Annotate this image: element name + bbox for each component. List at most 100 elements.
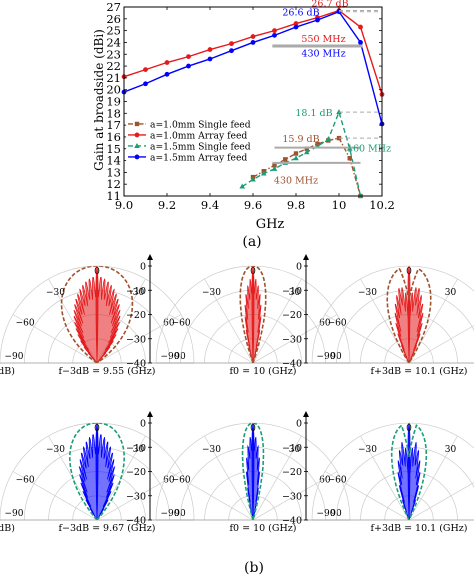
angle-tick-label: 30 bbox=[133, 288, 145, 298]
y-tick-label: 21 bbox=[106, 71, 121, 85]
angle-tick-label: −30 bbox=[202, 288, 221, 298]
data-point bbox=[260, 170, 267, 176]
x-tick-label: 10 bbox=[332, 198, 347, 212]
angle-tick-label: 60 bbox=[163, 319, 175, 329]
polar-spoke bbox=[96, 314, 182, 364]
main-beam bbox=[407, 423, 411, 520]
x-axis-label: GHz bbox=[256, 217, 285, 232]
pattern-envelope bbox=[239, 266, 267, 363]
data-point bbox=[250, 34, 256, 39]
radial-tick-label: −20 bbox=[282, 310, 302, 321]
annotation-label: 26.7 dB bbox=[311, 0, 348, 10]
angle-tick-label: −30 bbox=[358, 445, 377, 455]
angle-tick-label: −60 bbox=[172, 319, 191, 329]
x-tick-label: 10.2 bbox=[369, 198, 395, 212]
angle-tick-label: −30 bbox=[202, 445, 221, 455]
angle-tick-label: −90 bbox=[161, 352, 180, 362]
data-point bbox=[271, 165, 278, 171]
data-point bbox=[134, 142, 140, 148]
angle-tick-label: −30 bbox=[46, 288, 65, 298]
data-point bbox=[358, 24, 363, 30]
radial-tick-label: −40 bbox=[126, 359, 146, 370]
series-a-1-0mm-single-feed bbox=[250, 135, 363, 199]
data-point bbox=[272, 32, 277, 38]
data-point bbox=[303, 149, 310, 155]
polar-spoke bbox=[360, 278, 410, 364]
legend-label: a=1.5mm Single feed bbox=[150, 141, 251, 152]
polar-spoke bbox=[168, 314, 254, 364]
y-tick-label: 27 bbox=[106, 0, 121, 14]
pattern-envelope bbox=[386, 267, 432, 363]
main-beam bbox=[251, 423, 255, 520]
y-tick-label: 23 bbox=[106, 47, 121, 61]
y-tick-label: 18 bbox=[106, 106, 121, 120]
annotation-label: 15.9 dB bbox=[282, 134, 319, 145]
series-a-1-5mm-array-feed bbox=[121, 9, 385, 127]
data-point bbox=[293, 21, 299, 26]
radial-tick-label: −30 bbox=[126, 334, 146, 345]
legend-label: a=1.0mm Single feed bbox=[150, 119, 251, 130]
polar-caption: f−3dB = 9.67 (GHz) bbox=[58, 523, 155, 534]
polar-spoke bbox=[168, 471, 254, 521]
y-tick-label: 25 bbox=[106, 24, 121, 38]
radial-tick-label: −30 bbox=[282, 334, 302, 345]
polar-spoke bbox=[252, 314, 338, 364]
radial-tick-label: −40 bbox=[282, 516, 302, 527]
series-line bbox=[123, 10, 383, 125]
data-point bbox=[143, 81, 148, 87]
pattern-group bbox=[241, 423, 265, 520]
radial-tick-label: −20 bbox=[282, 467, 302, 478]
radial-axis-arrow bbox=[147, 411, 153, 417]
polar-spoke bbox=[408, 325, 474, 364]
pattern-envelope bbox=[241, 423, 265, 520]
angle-tick-label: 60 bbox=[163, 476, 175, 486]
y-tick-label: 11 bbox=[106, 189, 121, 203]
data-point bbox=[186, 63, 191, 69]
pattern-envelope bbox=[69, 423, 125, 520]
data-point bbox=[272, 28, 277, 34]
polar-spoke bbox=[324, 471, 410, 521]
y-tick-label: 24 bbox=[106, 35, 121, 49]
data-point bbox=[207, 47, 213, 52]
data-point bbox=[134, 154, 140, 160]
polar-caption: f0 = 10 (GHz) bbox=[230, 366, 297, 377]
angle-tick-label: 30 bbox=[133, 445, 145, 455]
legend-label: a=1.0mm Array feed bbox=[150, 130, 247, 141]
series-line bbox=[241, 109, 362, 197]
polar-spoke bbox=[12, 471, 98, 521]
pattern-group bbox=[60, 266, 134, 363]
polar-spoke bbox=[252, 278, 302, 364]
chart-axes bbox=[123, 6, 383, 197]
panel-a-label: (a) bbox=[242, 234, 261, 250]
angle-tick-label: 0 bbox=[250, 424, 256, 434]
data-point bbox=[250, 176, 256, 182]
angle-tick-label: 30 bbox=[289, 445, 301, 455]
data-point bbox=[164, 60, 170, 65]
y-tick-label: 14 bbox=[106, 154, 121, 168]
data-point bbox=[229, 48, 234, 54]
angle-tick-label: 0 bbox=[94, 424, 100, 434]
polar-caption: f+3dB = 10.1 (GHz) bbox=[370, 366, 467, 377]
data-point bbox=[229, 41, 234, 47]
angle-tick-label: 60 bbox=[319, 319, 331, 329]
radial-tick-label: −40 bbox=[282, 359, 302, 370]
main-beam bbox=[95, 423, 99, 520]
angle-tick-label: −90 bbox=[5, 352, 24, 362]
data-point bbox=[283, 157, 288, 162]
x-tick-label: 9.6 bbox=[244, 198, 262, 212]
angle-tick-label: −60 bbox=[172, 476, 191, 486]
annotation-label: 430 MHz bbox=[274, 175, 318, 186]
polar-spoke bbox=[12, 314, 98, 364]
data-point bbox=[186, 54, 191, 60]
angle-tick-label: −60 bbox=[328, 476, 347, 486]
y-tick-label: 15 bbox=[106, 142, 121, 156]
x-tick-label: 9.0 bbox=[115, 198, 133, 212]
radial-tick-label: −10 bbox=[282, 286, 302, 297]
polar-spoke bbox=[360, 435, 410, 521]
pattern-group bbox=[69, 423, 125, 520]
x-tick-label: 9.4 bbox=[201, 198, 219, 212]
